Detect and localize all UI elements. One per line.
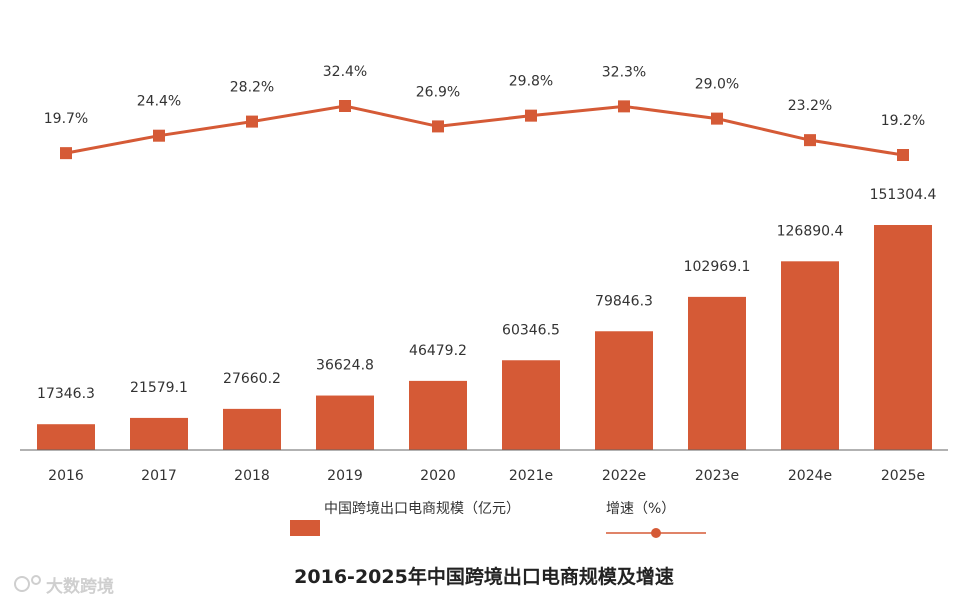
- bar-label-2020: 46479.2: [409, 343, 467, 359]
- bar-2021e: [502, 360, 560, 450]
- x-tick-2024e: 2024e: [788, 468, 832, 484]
- x-tick-2019: 2019: [327, 468, 363, 484]
- line-point-2016: [60, 147, 72, 160]
- legend-line-label: 增速（%）: [606, 501, 675, 517]
- bar-2023e: [688, 296, 746, 450]
- line-label-2020: 26.9%: [416, 84, 460, 100]
- bar-2020: [409, 380, 467, 450]
- line-point-2023e: [711, 112, 723, 125]
- line-label-2018: 28.2%: [230, 80, 274, 96]
- watermark-logo: 大数跨境: [14, 575, 114, 597]
- x-tick-2020: 2020: [420, 468, 456, 484]
- bar-label-2016: 17346.3: [37, 386, 95, 402]
- x-axis-ticks: 2016 2017 2018 2019 2020 2021e 2022e 2023e 2024e…: [48, 468, 925, 484]
- line-label-2022e: 32.3%: [602, 64, 646, 80]
- bar-label-2022e: 79846.3: [595, 293, 653, 309]
- line-point-2019: [339, 100, 351, 112]
- legend-line-marker: [651, 528, 661, 538]
- bar-label-2025e: 151304.4: [870, 187, 937, 203]
- legend-bar-label: 中国跨境出口电商规模（亿元）: [324, 501, 520, 517]
- chart-title: 2016-2025年中国跨境出口电商规模及增速: [294, 565, 674, 588]
- line-label-2021e: 29.8%: [509, 74, 553, 90]
- line-point-2020: [432, 120, 444, 133]
- watermark-text: 大数跨境: [46, 576, 114, 597]
- bar-2017: [130, 417, 188, 450]
- watermark-icon: [14, 576, 30, 592]
- bar-label-2017: 21579.1: [130, 380, 188, 396]
- x-tick-2025e: 2025e: [881, 468, 925, 484]
- line-label-2024e: 23.2%: [788, 98, 832, 114]
- bar-label-2023e: 102969.1: [684, 259, 751, 275]
- growth-line: [65, 104, 904, 157]
- line-point-2024e: [804, 134, 816, 147]
- line-point-2018: [246, 115, 258, 128]
- bar-label-2019: 36624.8: [316, 358, 374, 374]
- legend-bar-swatch: [290, 520, 320, 536]
- bar-2018: [223, 408, 281, 450]
- bar-2016: [37, 424, 95, 450]
- bar-label-2024e: 126890.4: [777, 223, 844, 239]
- legend: 中国跨境出口电商规模（亿元） 增速（%）: [290, 501, 706, 538]
- line-data-labels: 19.7% 24.4% 28.2% 32.4% 26.9% 29.8% 32.3% 29.0%…: [44, 64, 925, 129]
- line-series: [60, 100, 909, 161]
- x-tick-2017: 2017: [141, 468, 177, 484]
- bar-2022e: [595, 331, 653, 450]
- bar-series: [37, 225, 932, 450]
- line-label-2025e: 19.2%: [881, 113, 925, 129]
- line-point-2021e: [525, 109, 537, 122]
- line-label-2023e: 29.0%: [695, 77, 739, 93]
- line-point-2025e: [897, 149, 909, 161]
- bar-2019: [316, 395, 374, 450]
- bar-2024e: [781, 261, 839, 450]
- x-tick-2021e: 2021e: [509, 468, 553, 484]
- line-point-2017: [153, 129, 165, 142]
- x-tick-2022e: 2022e: [602, 468, 646, 484]
- x-tick-2018: 2018: [234, 468, 270, 484]
- bar-data-labels: 17346.3 21579.1 27660.2 36624.8 46479.2 60346…: [37, 187, 936, 402]
- line-label-2016: 19.7%: [44, 111, 88, 127]
- x-tick-2023e: 2023e: [695, 468, 739, 484]
- bar-label-2021e: 60346.5: [502, 322, 560, 338]
- bar-2025e: [874, 225, 932, 450]
- x-tick-2016: 2016: [48, 468, 84, 484]
- bar-label-2018: 27660.2: [223, 371, 281, 387]
- line-label-2017: 24.4%: [137, 94, 181, 110]
- line-label-2019: 32.4%: [323, 64, 367, 80]
- line-point-2022e: [618, 100, 630, 113]
